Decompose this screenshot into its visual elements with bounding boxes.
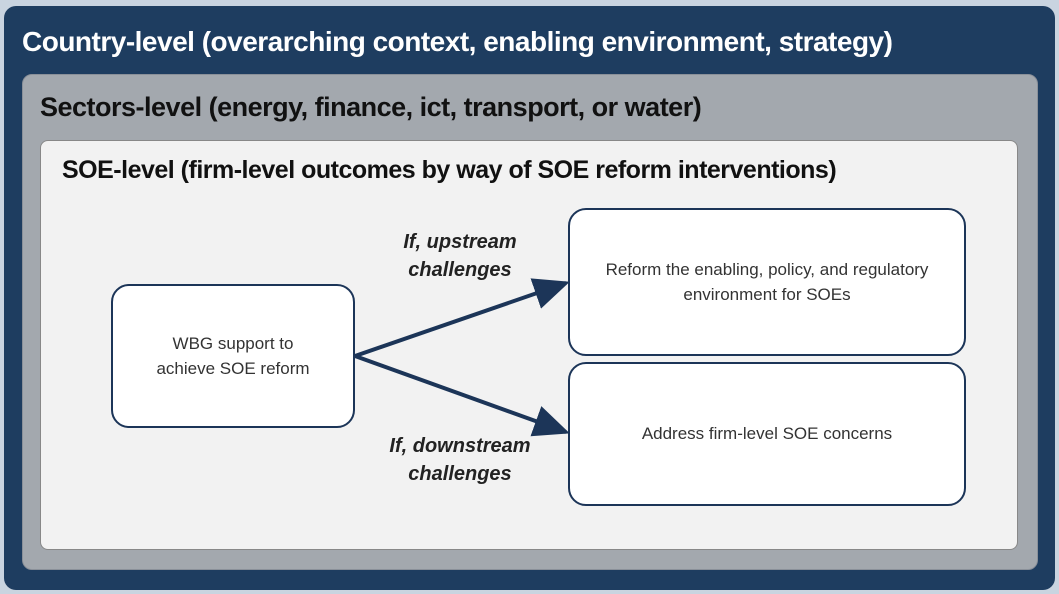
arrow-down: [354, 354, 570, 437]
edge-label-down: If, downstream challenges: [389, 435, 531, 485]
edge-label-up: If, upstream challenges: [403, 231, 517, 281]
node-source: WBG support to achieve SOE reform: [111, 284, 355, 428]
node-downstream: Address firm-level SOE concerns: [568, 362, 966, 506]
node-upstream: Reform the enabling, policy, and regulat…: [568, 208, 966, 356]
country-label: Country-level (overarching context, enab…: [22, 26, 893, 57]
sectors-label: Sectors-level (energy, finance, ict, tra…: [40, 92, 702, 122]
arrow-up: [354, 278, 570, 358]
soe-label: SOE-level (firm-level outcomes by way of…: [62, 156, 837, 184]
